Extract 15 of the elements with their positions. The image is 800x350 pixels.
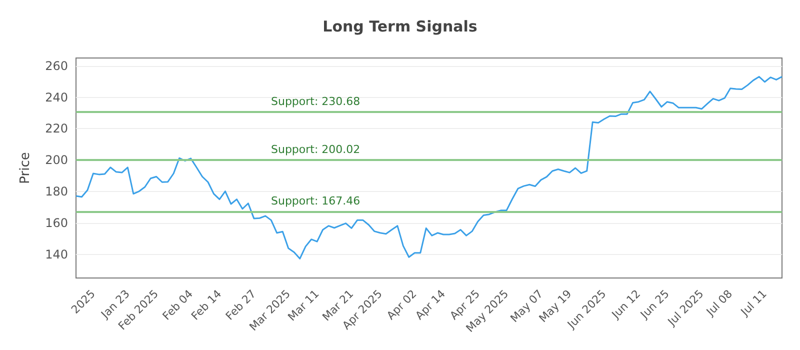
ref-line-label: Support: 167.46 (271, 194, 360, 208)
y-tick-label: 140 (45, 247, 68, 262)
ref-line-label: Support: 200.02 (271, 143, 360, 156)
y-tick-label: 240 (45, 90, 68, 104)
y-axis-title: Price (18, 152, 33, 184)
x-tick-label: Jul 08 (703, 287, 735, 320)
ref-line-label: Support: 230.68 (271, 94, 360, 108)
y-tick-label: 160 (45, 216, 68, 230)
y-tick-label: 180 (45, 184, 68, 199)
x-tick-label: Jul 11 (738, 287, 770, 320)
y-tick-label: 200 (45, 153, 68, 168)
line-series (75, 76, 783, 260)
chart-title: Long Term Signals (322, 18, 478, 36)
y-tick-label: 260 (45, 58, 68, 73)
y-tick-label: 220 (45, 122, 68, 136)
